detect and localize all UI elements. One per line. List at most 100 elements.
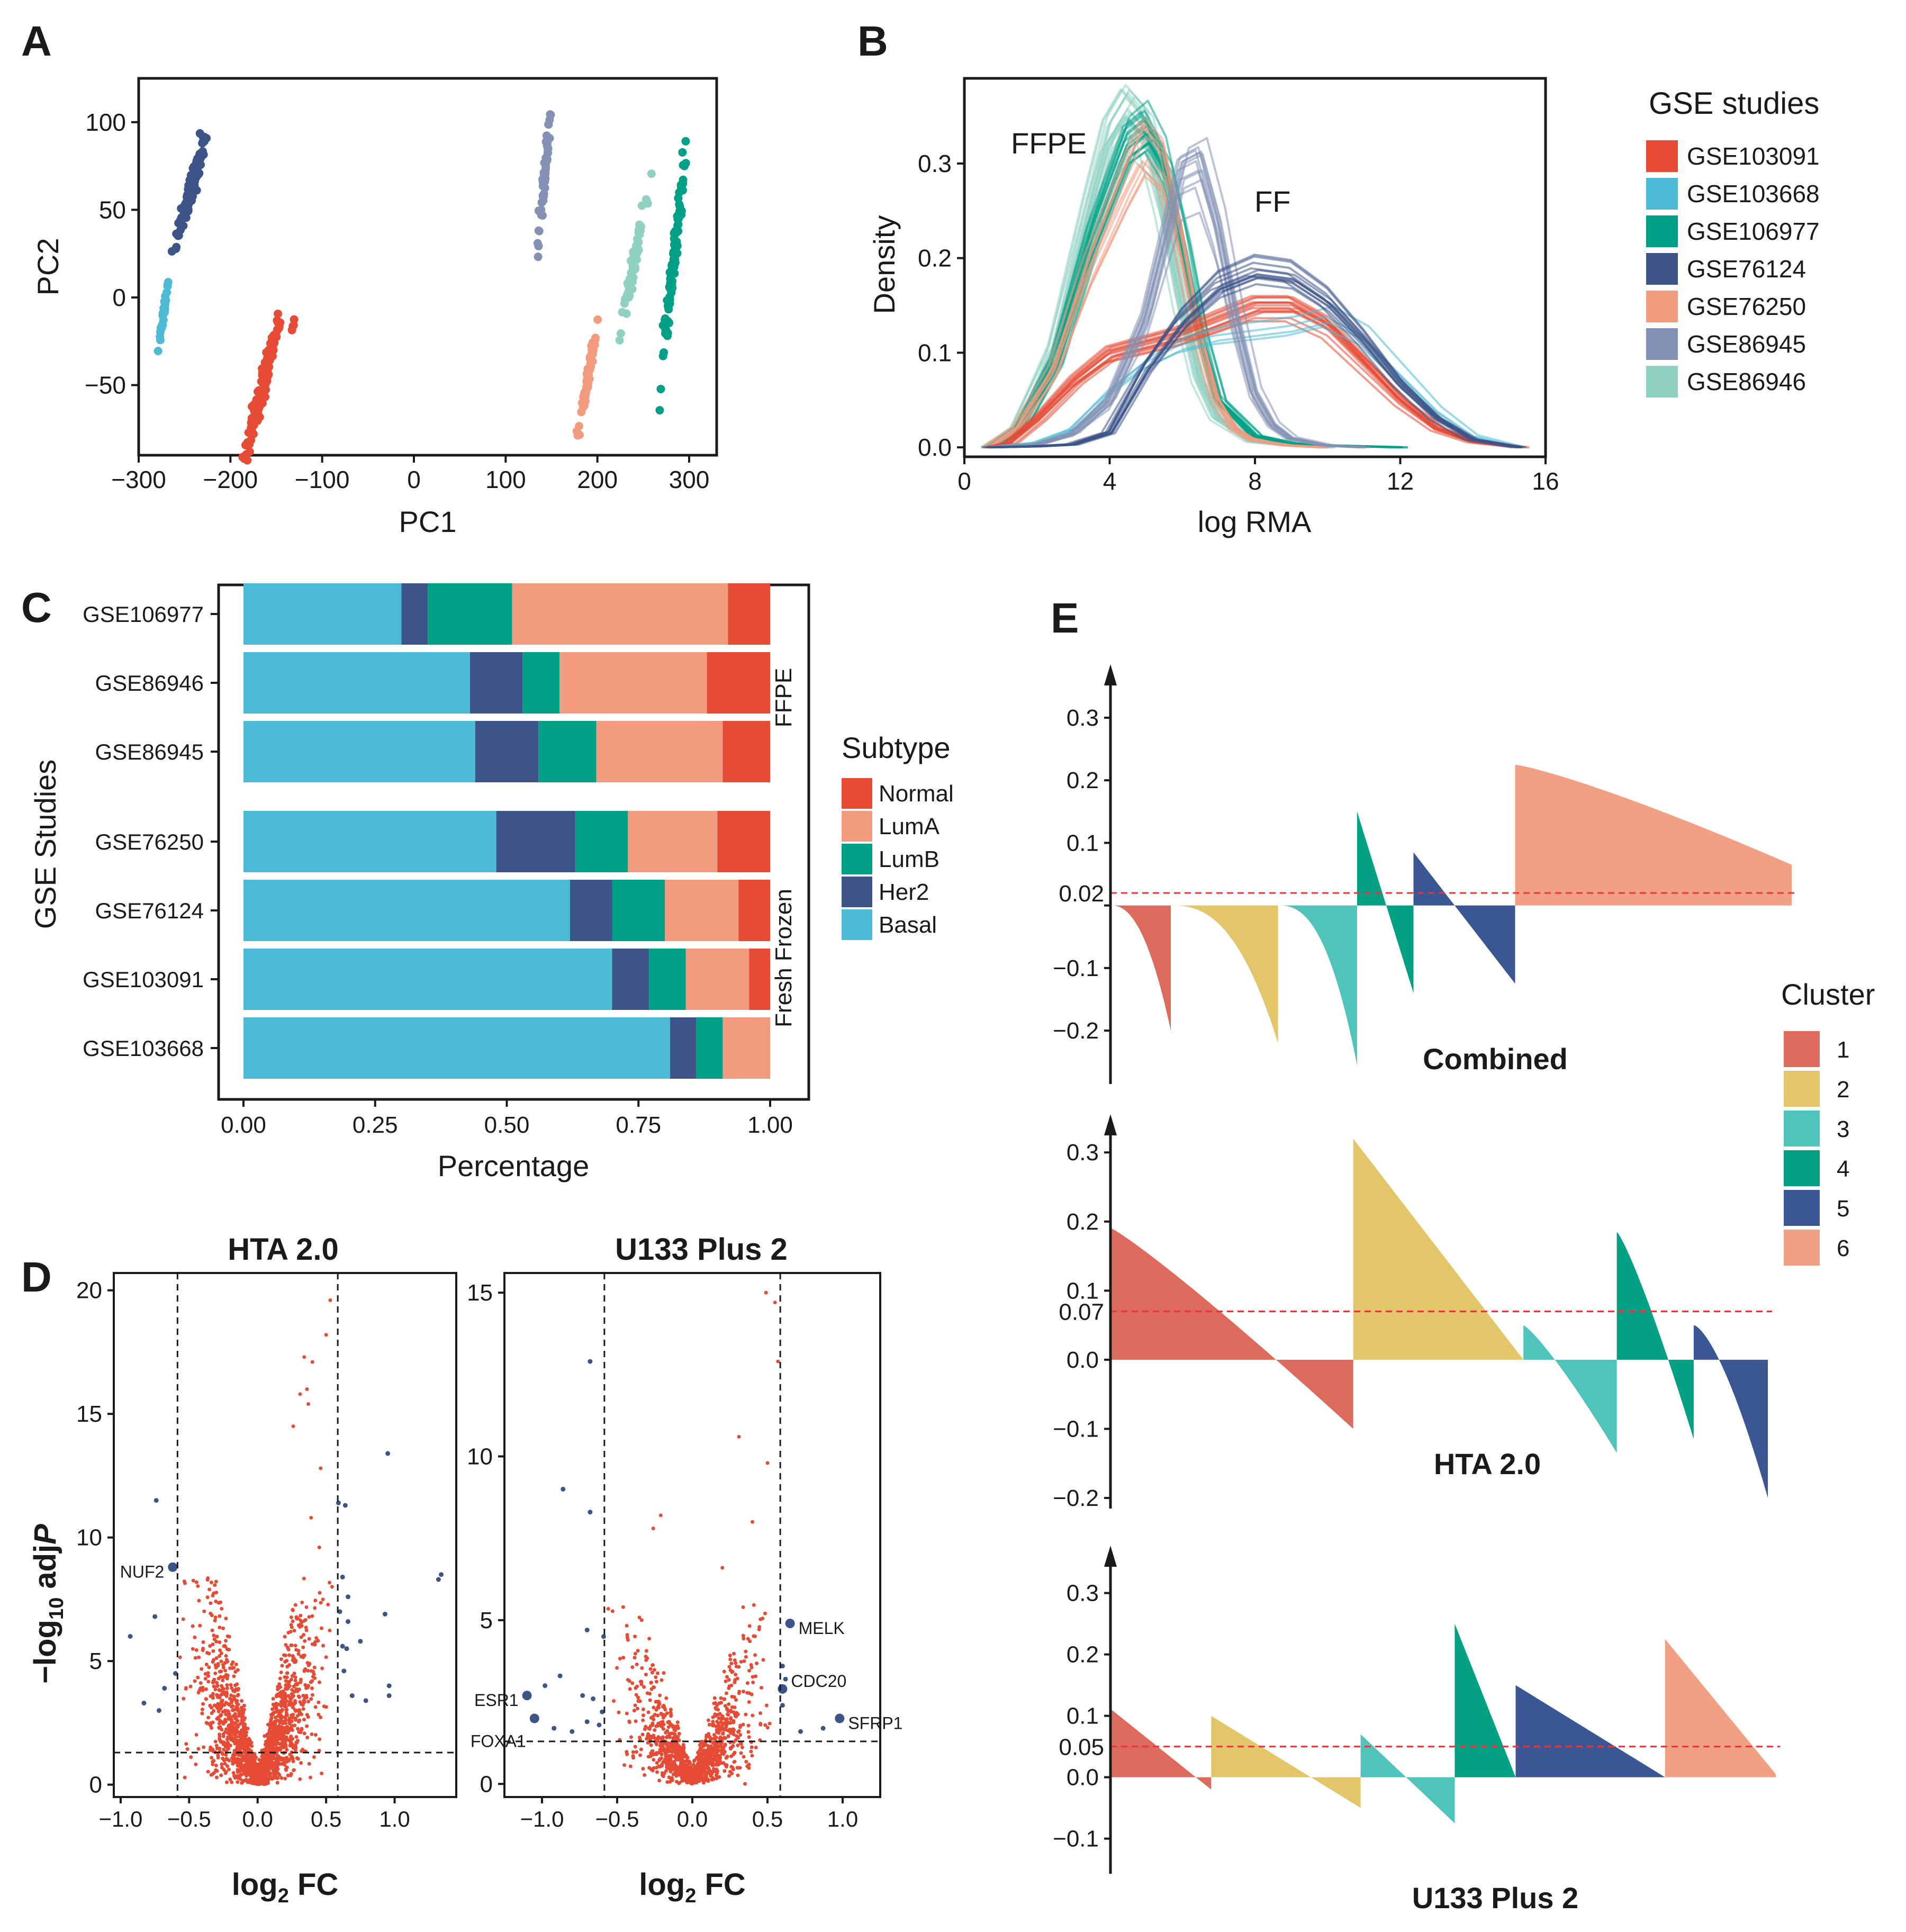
- volcano-point: [193, 1656, 197, 1660]
- volcano-point: [310, 1686, 314, 1690]
- volcano-point: [215, 1717, 219, 1721]
- volcano-point: [313, 1599, 318, 1603]
- volcano-point: [214, 1591, 219, 1595]
- volcano-point: [638, 1753, 643, 1757]
- volcano-point: [707, 1767, 711, 1772]
- volcano-point: [281, 1689, 285, 1693]
- volcano-point: [749, 1663, 753, 1667]
- volcano-point: [210, 1628, 214, 1632]
- volcano-point: [658, 1513, 663, 1518]
- volcano-point: [296, 1652, 301, 1656]
- volcano-point: [318, 1591, 322, 1595]
- volcano-point: [224, 1639, 228, 1643]
- volcano-point: [280, 1732, 284, 1736]
- volcano-point: [284, 1711, 288, 1715]
- volcano-point: [640, 1666, 644, 1670]
- volcano-point: [661, 1760, 665, 1764]
- volcano-point: [767, 1721, 772, 1726]
- volcano-sig-point: [588, 1359, 593, 1364]
- volcano-point: [291, 1713, 295, 1717]
- pca-ytick-label: 100: [85, 109, 126, 136]
- volcano-point: [301, 1655, 305, 1659]
- volcano-point: [740, 1745, 744, 1749]
- silhouette-ytick-label: −0.1: [1053, 1416, 1099, 1442]
- pca-xtick-label: −100: [295, 466, 350, 493]
- volcano-sig-point: [588, 1510, 593, 1515]
- pca-point-gse103668: [162, 288, 171, 297]
- volcano-point: [660, 1678, 664, 1682]
- volcano-point: [752, 1634, 756, 1638]
- volcano-point: [711, 1754, 716, 1758]
- volcano-point: [304, 1686, 309, 1690]
- volcano-point: [727, 1702, 731, 1707]
- volcano-point: [725, 1675, 729, 1679]
- volcano-point: [274, 1732, 278, 1737]
- volcano-point: [303, 1683, 308, 1687]
- volcano-point: [731, 1727, 736, 1731]
- volcano-point: [741, 1722, 745, 1727]
- volcano-point: [726, 1734, 730, 1738]
- volcano-point: [635, 1684, 639, 1689]
- volcano-point: [700, 1752, 704, 1756]
- volcano-point: [313, 1642, 317, 1647]
- volcano-point: [234, 1701, 239, 1705]
- volcano-point: [283, 1719, 287, 1723]
- bar-segment-normal: [738, 880, 770, 941]
- volcano-point: [291, 1619, 295, 1623]
- volcano-point: [219, 1689, 223, 1693]
- volcano-point: [288, 1726, 293, 1730]
- pca-point-gse86945: [544, 120, 553, 129]
- volcano-point: [630, 1665, 635, 1669]
- volcano-point: [218, 1654, 222, 1658]
- volcano-point: [299, 1622, 303, 1626]
- volcano-point: [621, 1656, 626, 1660]
- volcano-point: [729, 1683, 734, 1687]
- volcano-point: [221, 1663, 225, 1667]
- volcano-point: [298, 1777, 302, 1781]
- volcano-point: [291, 1608, 295, 1612]
- volcano-point: [216, 1753, 220, 1757]
- volcano-point: [733, 1680, 737, 1684]
- volcano-point: [216, 1662, 220, 1666]
- volcano-point: [685, 1756, 690, 1760]
- volcano-point: [226, 1731, 230, 1735]
- density-line-gse86945: [984, 186, 1359, 449]
- pca-point-gse76124: [183, 196, 192, 205]
- volcano-point: [225, 1764, 230, 1768]
- volcano-point: [205, 1595, 210, 1600]
- volcano-point: [214, 1579, 218, 1584]
- volcano-point: [247, 1754, 251, 1758]
- volcano-point: [233, 1760, 238, 1764]
- volcano-point: [283, 1675, 287, 1679]
- subtype-ylabel: GSE Studies: [29, 760, 62, 929]
- pca-point-gse76124: [198, 147, 207, 156]
- silhouette-ytick-label: −0.2: [1053, 1485, 1099, 1511]
- volcano-point: [702, 1781, 706, 1785]
- volcano-point: [631, 1754, 635, 1758]
- volcano-point: [239, 1765, 243, 1769]
- density-ytick-label: 0.2: [918, 245, 952, 272]
- volcano-point: [706, 1718, 710, 1722]
- volcano-point: [236, 1725, 240, 1729]
- volcano-point: [302, 1632, 306, 1637]
- volcano-point: [287, 1721, 292, 1726]
- volcano-point: [306, 1663, 311, 1667]
- volcano-point: [651, 1527, 655, 1531]
- volcano-point: [727, 1686, 731, 1690]
- volcano-point: [633, 1745, 637, 1749]
- volcano-point: [234, 1687, 238, 1691]
- volcano-point: [219, 1651, 223, 1655]
- subtype-legend-swatch: [842, 909, 872, 940]
- volcano-point: [191, 1578, 195, 1583]
- volcano-point: [200, 1711, 204, 1716]
- volcano-point: [250, 1769, 254, 1773]
- panel-label-a: A: [21, 17, 52, 65]
- silhouette-ytick-label: −0.1: [1053, 1826, 1099, 1852]
- volcano-point: [210, 1756, 214, 1760]
- volcano-point: [279, 1757, 283, 1762]
- volcano-point: [280, 1708, 284, 1712]
- volcano-point: [734, 1673, 738, 1677]
- volcano-point: [650, 1749, 654, 1754]
- volcano-point: [641, 1713, 645, 1718]
- volcano-point: [218, 1648, 222, 1653]
